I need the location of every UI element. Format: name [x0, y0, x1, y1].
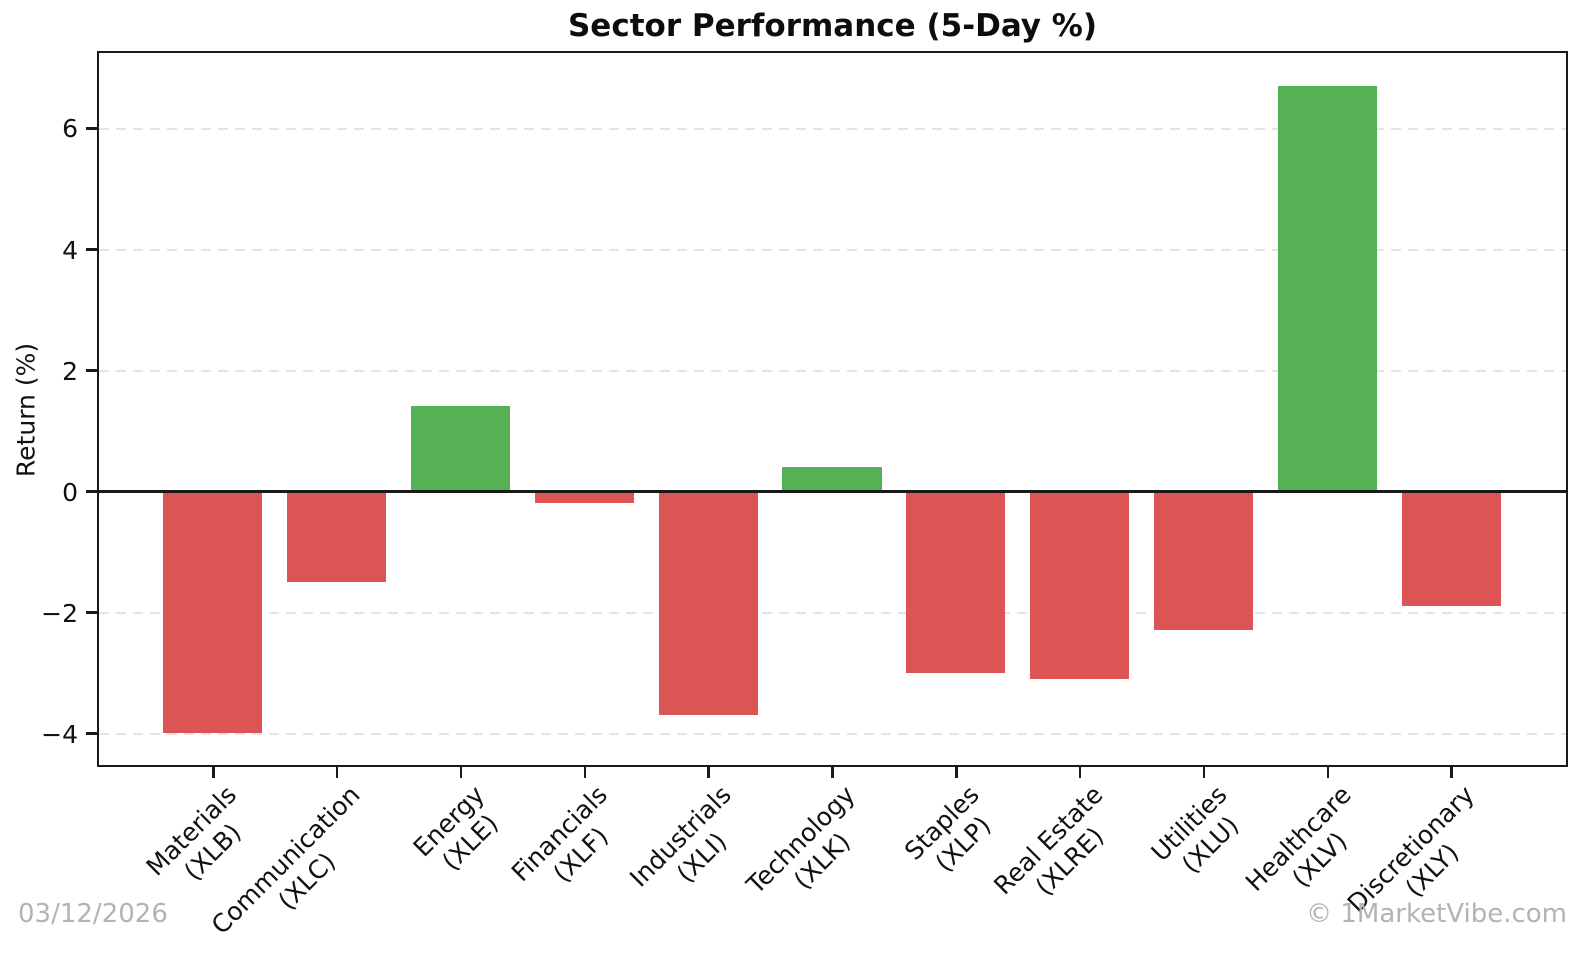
- x-tick-mark-industrials-xli: [707, 767, 710, 778]
- y-tick-mark--2: [86, 611, 97, 614]
- x-tick-mark-materials-xlb: [212, 767, 215, 778]
- y-tick-label--4: −4: [41, 719, 78, 749]
- x-tick-mark-financials-xlf: [583, 767, 587, 778]
- bar-healthcare-xlv: [1277, 85, 1377, 492]
- x-tick-label-technology-xlk: Technology (XLK): [741, 780, 862, 900]
- y-tick-label--2: −2: [41, 598, 78, 628]
- x-tick-label-real-estate-xlre: Real Estate (XLRE): [988, 780, 1110, 901]
- zero-line: [99, 490, 1566, 494]
- x-tick-mark-technology-xlk: [831, 767, 834, 778]
- y-tick-label-0: 0: [62, 477, 78, 507]
- bar-financials-xlf: [534, 491, 634, 504]
- x-tick-label-staples-xlp: Staples (XLP): [899, 780, 997, 878]
- y-tick-mark-0: [86, 490, 97, 493]
- x-tick-mark-energy-xle: [459, 767, 463, 778]
- y-tick-label-2: 2: [62, 356, 78, 386]
- y-tick-mark-6: [86, 127, 97, 130]
- x-tick-mark-discretionary-xly: [1450, 767, 1453, 778]
- y-tick-mark-4: [86, 248, 97, 251]
- x-tick-mark-staples-xlp: [955, 767, 958, 778]
- bar-real-estate-xlre: [1030, 491, 1130, 679]
- x-tick-label-utilities-xlu: Utilities (XLU): [1145, 780, 1244, 879]
- chart-title: Sector Performance (5-Day %): [567, 8, 1098, 44]
- gridline-y--4: [99, 733, 1566, 736]
- x-tick-mark-communication-xlc: [335, 767, 339, 778]
- bar-industrials-xli: [658, 491, 758, 716]
- gridline-y--2: [99, 612, 1566, 615]
- y-tick-label-4: 4: [62, 235, 78, 265]
- gridline-y-2: [99, 370, 1566, 373]
- bar-utilities-xlu: [1153, 491, 1253, 631]
- x-tick-label-energy-xle: Energy (XLE): [407, 780, 503, 876]
- y-tick-mark--4: [86, 732, 97, 735]
- x-tick-mark-utilities-xlu: [1202, 767, 1206, 778]
- x-tick-label-financials-xlf: Financials (XLF): [506, 780, 614, 888]
- gridline-y-4: [99, 249, 1566, 252]
- x-tick-label-industrials-xli: Industrials (XLI): [624, 780, 738, 893]
- bar-staples-xlp: [906, 491, 1006, 673]
- date-label: 03/12/2026: [18, 899, 168, 929]
- plot-area: [97, 51, 1568, 767]
- x-tick-mark-real-estate-xlre: [1078, 767, 1082, 778]
- bar-energy-xle: [411, 406, 511, 492]
- watermark: © 1MarketVibe.com: [1306, 899, 1567, 929]
- y-tick-label-6: 6: [62, 114, 78, 144]
- gridline-y-6: [99, 127, 1566, 130]
- bar-communication-xlc: [287, 491, 387, 582]
- bar-materials-xlb: [163, 491, 263, 734]
- bar-technology-xlk: [782, 466, 882, 492]
- bar-discretionary-xly: [1401, 491, 1501, 607]
- x-tick-mark-healthcare-xlv: [1326, 767, 1330, 778]
- y-tick-mark-2: [86, 369, 97, 372]
